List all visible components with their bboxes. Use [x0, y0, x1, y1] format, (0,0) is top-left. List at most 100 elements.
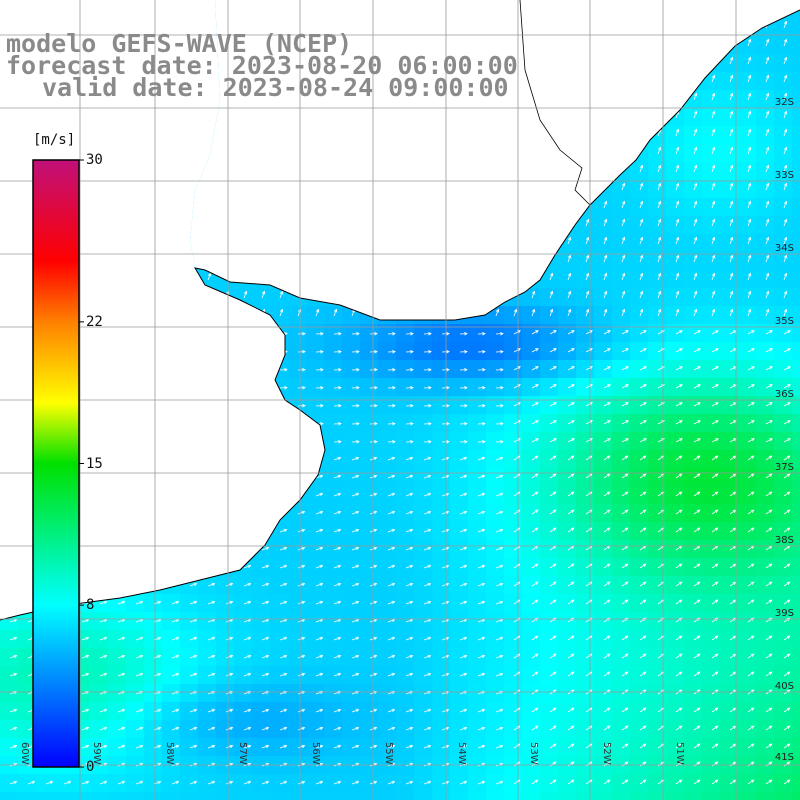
field-cell: [396, 486, 414, 504]
field-cell: [162, 612, 180, 630]
field-cell: [594, 342, 612, 360]
field-cell: [612, 450, 630, 468]
field-cell: [738, 738, 756, 756]
field-cell: [720, 612, 738, 630]
field-cell: [360, 432, 378, 450]
wind-arrow: [711, 599, 719, 605]
field-cell: [414, 522, 432, 540]
field-cell: [360, 576, 378, 594]
wind-arrow: [333, 726, 342, 731]
field-cell: [792, 558, 800, 576]
wind-arrow: [783, 164, 788, 173]
wind-arrow: [297, 654, 306, 659]
wind-arrow: [567, 366, 575, 371]
field-cell: [702, 126, 720, 144]
field-cell: [792, 324, 800, 342]
field-cell: [684, 558, 702, 576]
field-cell: [702, 720, 720, 738]
field-cell: [360, 558, 378, 576]
field-cell: [360, 450, 378, 468]
field-cell: [288, 342, 306, 360]
field-cell: [288, 792, 306, 800]
wind-arrow: [387, 510, 396, 515]
wind-arrow: [693, 581, 701, 587]
field-cell: [738, 306, 756, 324]
field-cell: [648, 162, 666, 180]
wind-arrow: [603, 779, 611, 785]
field-cell: [288, 324, 306, 342]
field-cell: [558, 252, 576, 270]
field-cell: [702, 144, 720, 162]
field-cell: [666, 270, 684, 288]
wind-arrow: [459, 492, 468, 497]
wind-arrow: [729, 128, 734, 137]
field-cell: [540, 468, 558, 486]
wind-arrow: [387, 708, 396, 713]
wind-arrow: [9, 744, 18, 749]
field-cell: [612, 252, 630, 270]
field-cell: [666, 450, 684, 468]
wind-arrow: [693, 779, 701, 785]
wind-arrow: [603, 384, 611, 389]
field-cell: [414, 378, 432, 396]
field-cell: [558, 468, 576, 486]
field-cell: [432, 558, 450, 576]
field-cell: [684, 270, 702, 288]
wind-arrow: [189, 600, 198, 605]
field-cell: [216, 720, 234, 738]
field-cell: [414, 720, 432, 738]
field-cell: [234, 612, 252, 630]
field-cell: [792, 504, 800, 522]
field-cell: [756, 270, 774, 288]
wind-arrow: [639, 182, 644, 191]
field-cell: [612, 648, 630, 666]
field-cell: [774, 252, 792, 270]
field-cell: [774, 324, 792, 342]
field-cell: [594, 576, 612, 594]
field-cell: [342, 774, 360, 792]
field-cell: [702, 360, 720, 378]
wind-arrow: [603, 272, 608, 281]
field-cell: [504, 738, 522, 756]
field-cell: [504, 324, 522, 342]
wind-arrow: [639, 366, 647, 371]
field-cell: [378, 396, 396, 414]
field-cell: [702, 162, 720, 180]
wind-arrow: [747, 455, 755, 461]
field-cell: [504, 648, 522, 666]
field-cell: [666, 216, 684, 234]
wind-arrow: [675, 473, 683, 479]
wind-arrow: [765, 563, 773, 569]
wind-arrow: [477, 708, 486, 713]
field-cell: [306, 378, 324, 396]
wind-arrow: [297, 546, 306, 551]
field-cell: [324, 702, 342, 720]
wind-arrow: [261, 600, 270, 605]
field-cell: [738, 468, 756, 486]
wind-arrow: [675, 743, 683, 749]
field-cell: [720, 576, 738, 594]
wind-arrow: [621, 200, 626, 209]
field-cell: [684, 774, 702, 792]
field-cell: [684, 162, 702, 180]
field-cell: [396, 450, 414, 468]
wind-arrow: [711, 128, 716, 137]
field-cell: [612, 234, 630, 252]
field-cell: [414, 558, 432, 576]
field-cell: [432, 774, 450, 792]
field-cell: [144, 648, 162, 666]
wind-arrow: [81, 654, 90, 659]
field-cell: [630, 558, 648, 576]
field-cell: [720, 252, 738, 270]
field-cell: [648, 648, 666, 666]
wind-arrow: [747, 509, 755, 515]
wind-arrow: [261, 290, 266, 299]
wind-arrow: [279, 672, 288, 677]
field-cell: [630, 288, 648, 306]
wind-arrow: [351, 403, 360, 408]
field-cell: [666, 126, 684, 144]
wind-arrow: [765, 725, 773, 731]
wind-arrow: [171, 672, 180, 677]
field-cell: [702, 486, 720, 504]
field-cell: [72, 774, 90, 792]
